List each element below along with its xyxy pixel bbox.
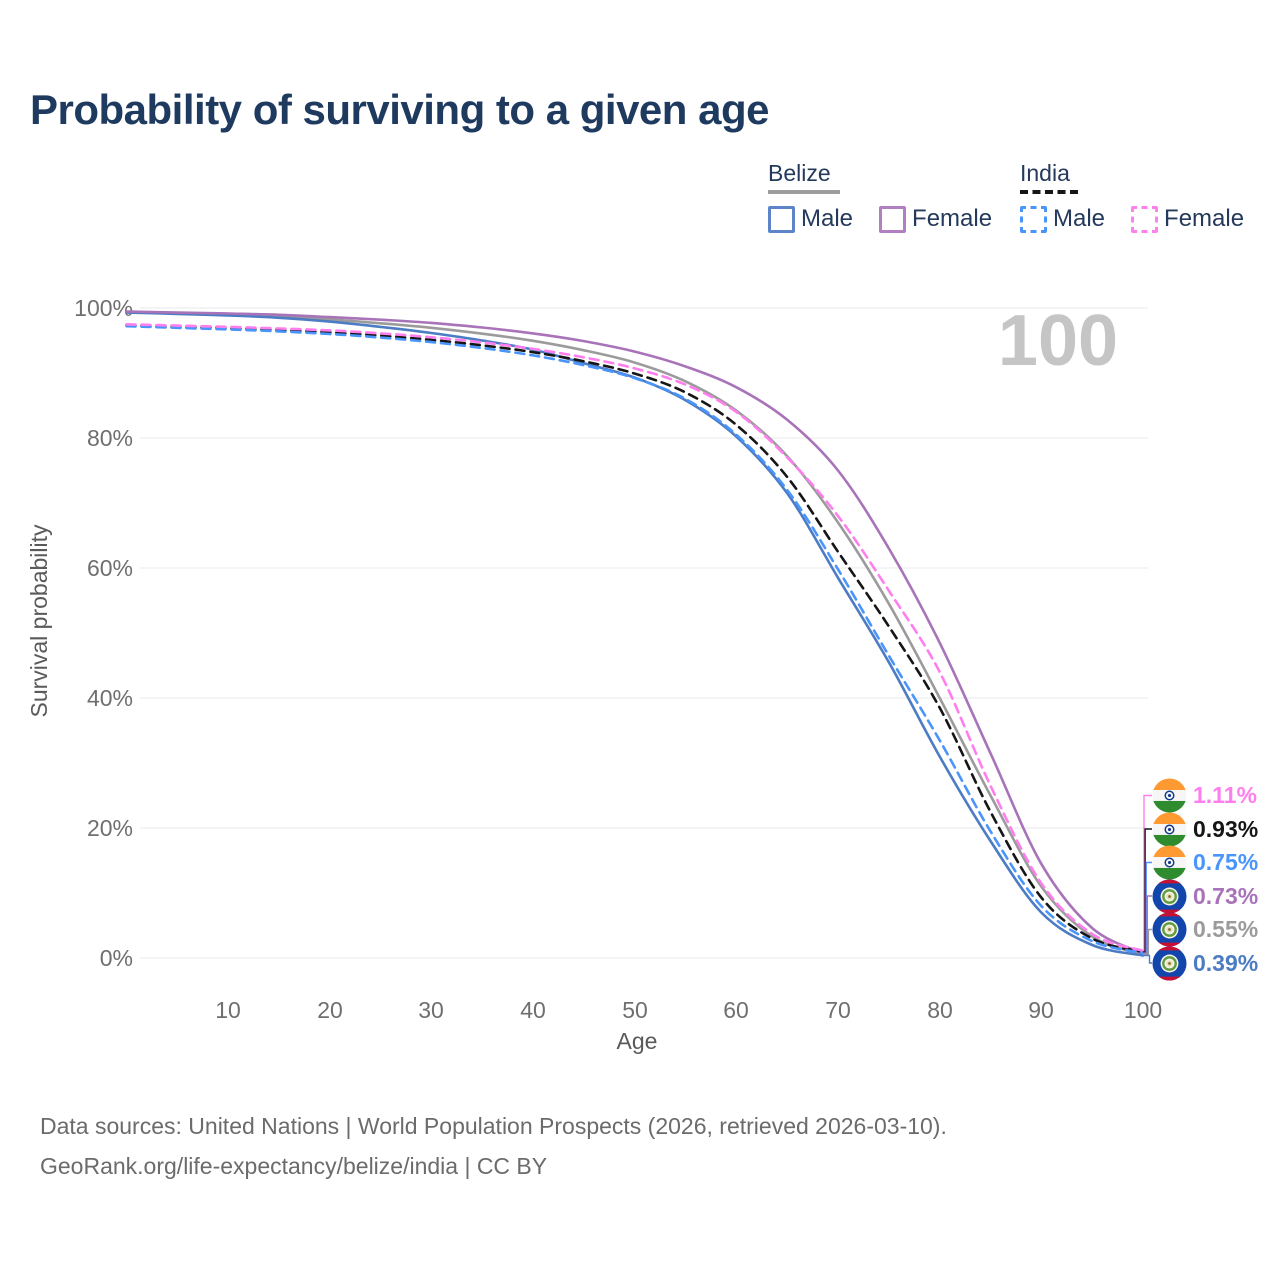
legend-country-belize: Belize [768,160,831,186]
data-source-footer: Data sources: United Nations | World Pop… [40,1106,947,1186]
end-label-india-total: 0.93% [1152,811,1258,847]
legend-item-india-female[interactable]: Female [1131,205,1244,233]
belize-series-style-line [768,190,840,194]
end-label-belize-male: 0.39% [1152,945,1258,981]
footer-line-2: GeoRank.org/life-expectancy/belize/india… [40,1153,548,1179]
y-tick-80: 80% [87,425,133,451]
connector-india-total [1143,828,1152,953]
survival-curves [125,310,1145,957]
y-tick-0: 0% [100,945,133,971]
x-axis-title: Age [617,1028,658,1054]
end-value: 0.75% [1193,849,1259,875]
curve-belize-female [125,310,1145,955]
y-tick-60: 60% [87,555,133,581]
india-flag-icon [1152,811,1187,847]
legend-item-belize-male[interactable]: Male [768,205,853,233]
india-male-swatch [1020,205,1047,233]
end-value: 0.93% [1193,815,1259,842]
x-tick-30: 30 [418,997,444,1023]
india-female-swatch [1131,205,1159,233]
end-label-india-female: 1.11% [1152,778,1257,814]
curve-india-female [125,323,1145,953]
belize-female-swatch [879,205,907,233]
x-tick-10: 10 [215,997,241,1023]
age-watermark: 100 [998,301,1118,381]
connector-belize-female [1143,895,1152,954]
curve-india-male [125,324,1145,955]
y-axis-title: Survival probability [26,524,52,718]
y-tick-100: 100% [74,295,133,321]
legend-item-belize-female[interactable]: Female [879,205,992,233]
belize-male-swatch [768,205,795,233]
end-label-india-male: 0.75% [1152,845,1258,881]
connector-india-female [1143,794,1152,952]
x-tick-70: 70 [825,997,851,1023]
legend-group-belize: Belize Male Female [768,160,992,233]
belize-flag-icon [1152,878,1187,914]
x-tick-80: 80 [927,997,953,1023]
belize-flag-icon [1152,912,1187,947]
curve-belize-total [125,310,1145,956]
connector-belize-male [1143,954,1152,964]
belize-female-label: Female [912,205,993,232]
legend-country-india: India [1020,160,1070,186]
footer-line-1: Data sources: United Nations | World Pop… [40,1113,947,1139]
end-value: 0.39% [1193,949,1259,976]
x-tick-50: 50 [622,997,648,1023]
india-flag-icon [1152,845,1187,880]
end-value: 0.55% [1193,916,1259,942]
end-value: 0.73% [1193,882,1259,909]
curve-india-total [125,323,1145,954]
india-series-style-line [1020,190,1078,194]
y-tick-20: 20% [87,815,133,841]
gridlines [140,307,1148,959]
connector-belize-total [1143,928,1152,956]
page-title: Probability of surviving to a given age [30,86,769,133]
y-tick-40: 40% [87,685,133,711]
end-label-belize-female: 0.73% [1152,878,1258,914]
x-tick-90: 90 [1028,997,1054,1023]
x-axis-tick-labels: 10 20 30 40 50 60 70 80 90 100 [215,997,1162,1023]
belize-flag-icon [1152,945,1187,981]
x-tick-60: 60 [723,997,749,1023]
x-tick-20: 20 [317,997,343,1023]
x-tick-40: 40 [520,997,546,1023]
y-axis-tick-labels: 100% 80% 60% 40% 20% 0% [74,295,133,971]
india-male-label: Male [1053,205,1106,232]
label-connector-lines [1143,794,1152,964]
india-flag-icon [1152,778,1187,813]
x-tick-100: 100 [1124,997,1162,1023]
end-label-belize-total: 0.55% [1152,912,1258,948]
curve-belize-male [125,311,1145,957]
legend-group-india: India Male Female [1020,160,1244,233]
belize-male-label: Male [801,205,854,232]
india-female-label: Female [1164,205,1245,232]
legend-item-india-male[interactable]: Male [1020,205,1105,233]
end-value: 1.11% [1193,782,1257,808]
